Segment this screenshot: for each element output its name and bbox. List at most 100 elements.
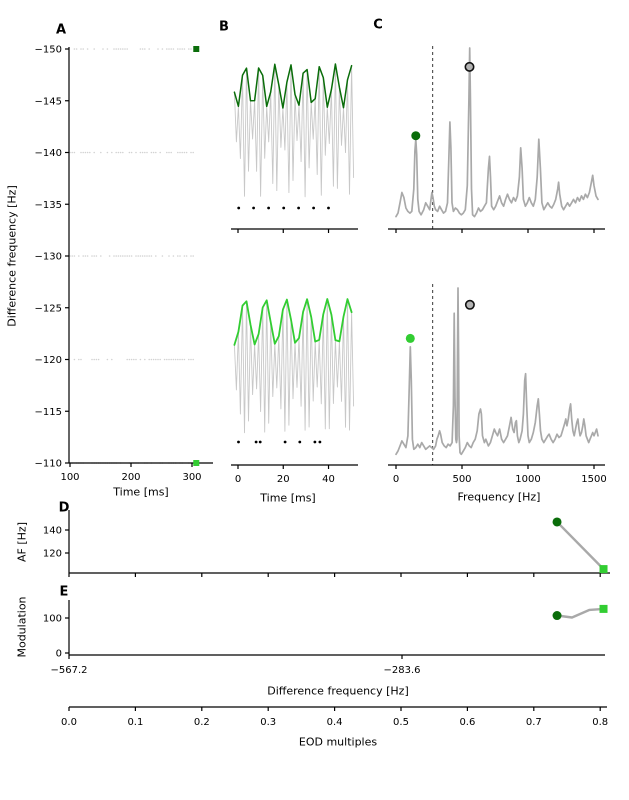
event-dot bbox=[111, 358, 113, 361]
event-dot bbox=[73, 151, 76, 154]
y-tick-label: −115 bbox=[35, 407, 62, 418]
event-dot bbox=[135, 151, 137, 154]
spike-dot bbox=[297, 206, 300, 210]
event-dot bbox=[157, 358, 159, 361]
eod-multiples-axis: 0.0 0.1 0.2 0.3 0.4 0.5 0.6 0.7 0.8 bbox=[61, 706, 608, 728]
event-dot bbox=[139, 151, 142, 154]
event-dot bbox=[93, 358, 95, 361]
event-dot bbox=[130, 255, 133, 257]
event-dot bbox=[141, 48, 144, 50]
event-dot bbox=[174, 358, 177, 361]
event-dot bbox=[177, 255, 179, 257]
panel-e: 100 0 −567.2 −283.6 bbox=[43, 600, 608, 676]
x-tick-label: −567.2 bbox=[50, 665, 87, 676]
spike-dot bbox=[252, 206, 256, 210]
event-dot bbox=[183, 255, 186, 257]
panel-label-e: E bbox=[59, 584, 69, 600]
spike-dot bbox=[237, 206, 241, 210]
event-dot bbox=[181, 151, 183, 154]
spike-dot bbox=[313, 440, 317, 444]
event-dot bbox=[188, 48, 190, 50]
event-dot bbox=[139, 255, 142, 257]
y-tick-label: −135 bbox=[35, 200, 62, 211]
event-dot bbox=[137, 255, 139, 257]
event-dot bbox=[163, 358, 166, 361]
spike-dot bbox=[327, 206, 330, 210]
spike-dot bbox=[312, 206, 315, 210]
x-tick-label: 200 bbox=[121, 472, 140, 483]
x-tick-label: 0 bbox=[393, 474, 399, 485]
event-dot bbox=[82, 48, 84, 50]
event-dot bbox=[122, 255, 124, 257]
panel-b-bottom: 0 20 40 bbox=[231, 298, 358, 485]
panel-e-y-axis-label: Modulation bbox=[15, 596, 29, 658]
modulation-marker-light bbox=[599, 604, 608, 613]
y-tick-label: −120 bbox=[35, 355, 62, 366]
spike-dot bbox=[254, 440, 258, 444]
eod-carrier-waveform bbox=[233, 298, 355, 434]
peak-marker-filled bbox=[411, 131, 421, 141]
event-dot bbox=[126, 255, 128, 257]
event-dot bbox=[155, 358, 157, 361]
event-dot bbox=[183, 48, 186, 50]
event-dot bbox=[126, 358, 128, 361]
event-dot bbox=[106, 48, 109, 50]
event-dot bbox=[78, 255, 80, 257]
event-dot bbox=[148, 48, 150, 50]
event-dot bbox=[135, 358, 137, 361]
event-dot bbox=[146, 151, 148, 154]
event-dot bbox=[128, 358, 131, 361]
event-dot bbox=[181, 358, 183, 361]
event-dot bbox=[166, 358, 168, 361]
event-dot bbox=[95, 255, 98, 257]
event-dot bbox=[168, 255, 170, 257]
event-dot bbox=[82, 151, 84, 154]
peak-marker-open-circle bbox=[464, 299, 475, 310]
event-dot bbox=[73, 358, 76, 361]
eod-carrier-waveform bbox=[233, 63, 355, 198]
event-dot bbox=[126, 48, 128, 50]
event-dot bbox=[185, 151, 188, 154]
event-dot bbox=[150, 255, 153, 257]
power-spectrum-line bbox=[395, 47, 599, 218]
x-tick-label: 1500 bbox=[581, 474, 606, 485]
event-dot bbox=[124, 48, 126, 50]
event-dot bbox=[89, 151, 91, 154]
panel-label-b: B bbox=[219, 19, 229, 35]
y-tick-label: 140 bbox=[43, 526, 62, 537]
peak-marker-filled bbox=[405, 333, 415, 343]
event-dot bbox=[144, 255, 146, 257]
event-dot bbox=[172, 48, 175, 50]
event-dot bbox=[159, 151, 161, 154]
event-dot bbox=[117, 255, 120, 257]
power-spectrum-line bbox=[395, 287, 599, 456]
event-dot bbox=[128, 151, 131, 154]
event-dot bbox=[86, 151, 89, 154]
x-tick-label: 300 bbox=[182, 472, 201, 483]
event-dot bbox=[115, 48, 117, 50]
event-marker-light_green bbox=[193, 460, 200, 466]
event-dot bbox=[190, 151, 192, 154]
y-tick-label: 100 bbox=[43, 614, 62, 625]
event-dot bbox=[190, 48, 192, 50]
x-tick-label: 0.8 bbox=[592, 717, 608, 728]
event-dot bbox=[181, 48, 183, 50]
x-tick-label: 0.2 bbox=[194, 717, 210, 728]
event-dot bbox=[113, 255, 115, 257]
event-dot-row bbox=[69, 255, 194, 257]
modulation-marker-dark bbox=[552, 611, 562, 621]
panel-a-x-axis-label: Time [ms] bbox=[113, 485, 169, 499]
panel-c-x-axis-label: Frequency [Hz] bbox=[457, 490, 541, 504]
event-marker-dark_green bbox=[193, 46, 200, 52]
x-tick-label: 40 bbox=[322, 474, 335, 485]
event-dot bbox=[108, 255, 111, 257]
af-marker-dark bbox=[552, 517, 562, 527]
event-dot bbox=[130, 358, 133, 361]
x-tick-label: 0.1 bbox=[127, 717, 143, 728]
event-dot bbox=[113, 48, 115, 50]
event-dot bbox=[106, 358, 109, 361]
x-tick-label: 500 bbox=[452, 474, 471, 485]
shared-y-axis-label: Difference frequency [Hz] bbox=[5, 185, 19, 327]
